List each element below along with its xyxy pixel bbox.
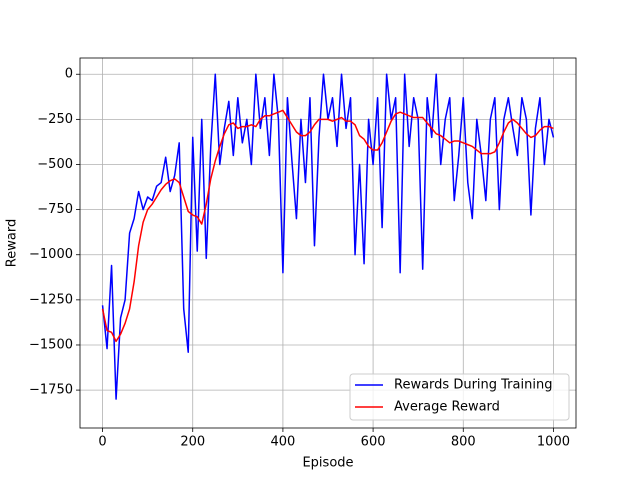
y-tick-label: −250 [37,112,73,127]
x-tick-label: 1000 [537,435,570,450]
y-axis-label: Reward [5,219,20,267]
y-tick-label: −1250 [29,292,73,307]
x-tick-label: 800 [451,435,476,450]
y-tick-label: −750 [37,202,73,217]
y-tick-label: −500 [37,157,73,172]
x-tick-label: 200 [180,435,205,450]
x-axis-label: Episode [302,456,353,471]
legend-label: Rewards During Training [394,378,552,393]
x-tick-label: 600 [361,435,386,450]
y-tick-label: 0 [65,67,73,82]
y-tick-label: −1750 [29,383,73,398]
legend-label: Average Reward [394,400,500,415]
legend-box [349,373,570,421]
y-tick-label: −1500 [29,337,73,352]
data-line [101,109,554,343]
x-tick-label: 0 [98,435,106,450]
x-tick-label: 400 [270,435,295,450]
y-tick-label: −1000 [29,247,73,262]
axes-frame [79,57,577,429]
